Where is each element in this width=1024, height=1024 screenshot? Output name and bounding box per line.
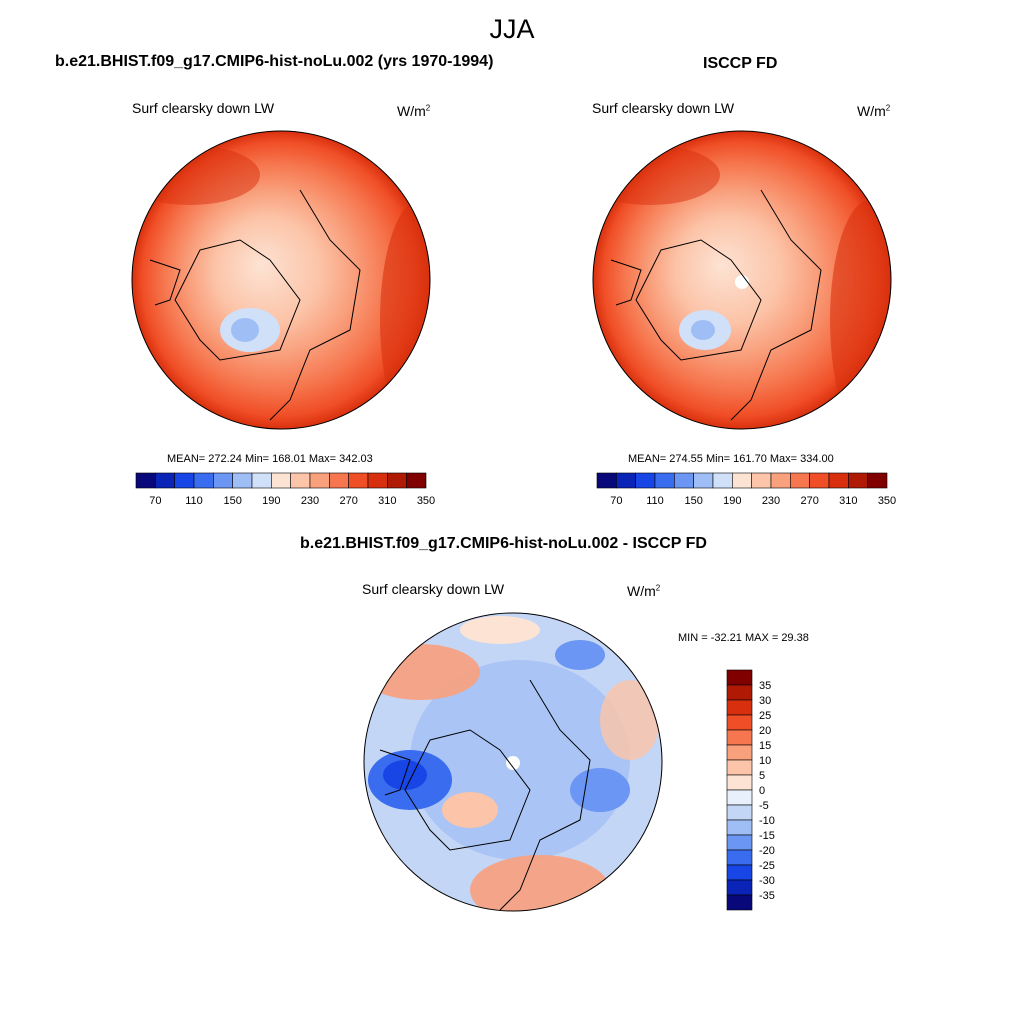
colorbar-tick-label: 70 <box>610 495 622 507</box>
panel3-variable: Surf clearsky down LW <box>362 581 505 597</box>
colorbar-swatch <box>732 472 752 489</box>
colorbar-swatch <box>348 472 369 489</box>
colorbar-swatch <box>596 472 617 489</box>
colorbar-tick-label: 30 <box>759 695 771 707</box>
panel3-units: W/m2 <box>627 583 661 599</box>
colorbar-swatch <box>674 472 694 489</box>
panel1-title: b.e21.BHIST.f09_g17.CMIP6-hist-noLu.002 … <box>55 53 494 70</box>
colorbar-swatch <box>213 472 233 489</box>
colorbar-tick-label: -20 <box>759 845 775 857</box>
colorbar-tick-label: 190 <box>262 495 280 507</box>
colorbar-swatch <box>309 472 330 489</box>
colorbar-tick-label: 230 <box>762 495 780 507</box>
colorbar-swatch <box>387 472 407 489</box>
panel2-units: W/m2 <box>857 103 891 119</box>
colorbar-swatch <box>726 894 753 911</box>
colorbar-swatch <box>271 472 291 489</box>
colorbar-panel1: 70 110 150 190 230 270 310 350 <box>135 472 435 507</box>
colorbar-swatch <box>751 472 772 489</box>
colorbar-swatch <box>726 804 753 821</box>
colorbar-swatch <box>135 472 156 489</box>
colorbar-swatch <box>726 669 753 686</box>
figure-title: JJA <box>489 14 535 44</box>
colorbar-tick-label: -15 <box>759 830 775 842</box>
colorbar-swatch <box>726 684 753 701</box>
colorbar-tick-label: -35 <box>759 890 775 902</box>
panel2-stats: MEAN= 274.55 Min= 161.70 Max= 334.00 <box>628 453 834 465</box>
colorbar-swatch <box>828 472 849 489</box>
colorbar-tick-label: 150 <box>684 495 702 507</box>
colorbar-swatch <box>726 864 753 881</box>
panel3-stats: MIN = -32.21 MAX = 29.38 <box>678 632 809 644</box>
colorbar-swatch <box>726 879 753 896</box>
colorbar-swatch <box>726 759 753 776</box>
panel1-variable: Surf clearsky down LW <box>132 100 275 116</box>
colorbar-tick-label: 310 <box>378 495 396 507</box>
colorbar-tick-label: 350 <box>878 495 896 507</box>
colorbar-swatch <box>770 472 791 489</box>
colorbar-swatch <box>654 472 675 489</box>
colorbar-tick-label: 110 <box>646 495 664 507</box>
colorbar-swatch <box>726 834 753 851</box>
colorbar-swatch <box>790 472 810 489</box>
colorbar-swatch <box>329 472 349 489</box>
colorbar-tick-label: 190 <box>723 495 741 507</box>
colorbar-swatch <box>726 714 753 731</box>
colorbar-swatch <box>193 472 214 489</box>
colorbar-swatch <box>867 472 888 489</box>
colorbar-tick-label: 310 <box>839 495 857 507</box>
colorbar-tick-label: 20 <box>759 725 771 737</box>
colorbar-swatch <box>726 774 753 791</box>
colorbar-tick-label: 110 <box>185 495 203 507</box>
map-panel2 <box>592 130 892 430</box>
colorbar-tick-label: 35 <box>759 680 771 692</box>
colorbar-swatch <box>635 472 656 489</box>
colorbar-swatch <box>616 472 636 489</box>
colorbar-swatch <box>712 472 733 489</box>
colorbar-swatch <box>726 819 753 836</box>
colorbar-swatch <box>367 472 388 489</box>
colorbar-swatch <box>809 472 830 489</box>
colorbar-panel2: 70 110 150 190 230 270 310 350 <box>596 472 896 507</box>
colorbar-swatch <box>726 699 753 716</box>
colorbar-tick-label: -10 <box>759 815 775 827</box>
colorbar-tick-label: -5 <box>759 800 769 812</box>
colorbar-swatch <box>406 472 427 489</box>
colorbar-tick-label: 270 <box>800 495 818 507</box>
colorbar-tick-label: 0 <box>759 785 765 797</box>
colorbar-swatch <box>155 472 175 489</box>
colorbar-swatch <box>726 744 753 761</box>
colorbar-swatch <box>174 472 195 489</box>
panel2-variable: Surf clearsky down LW <box>592 100 735 116</box>
colorbar-tick-label: 270 <box>339 495 357 507</box>
colorbar-swatch <box>251 472 272 489</box>
colorbar-tick-label: -30 <box>759 875 775 887</box>
colorbar-tick-label: 15 <box>759 740 771 752</box>
colorbar-swatch <box>232 472 253 489</box>
panel1-units: W/m2 <box>397 103 431 119</box>
colorbar-tick-label: 10 <box>759 755 771 767</box>
panel2-title: ISCCP FD <box>703 55 778 72</box>
map-panel3 <box>363 612 663 912</box>
colorbar-swatch <box>726 789 753 806</box>
map-panel1 <box>131 130 431 430</box>
colorbar-tick-label: -25 <box>759 860 775 872</box>
colorbar-tick-label: 150 <box>223 495 241 507</box>
colorbar-tick-label: 25 <box>759 710 771 722</box>
colorbar-tick-label: 350 <box>417 495 435 507</box>
panel1-stats: MEAN= 272.24 Min= 168.01 Max= 342.03 <box>167 453 373 465</box>
colorbar-swatch <box>726 849 753 866</box>
colorbar-swatch <box>693 472 714 489</box>
colorbar-tick-label: 5 <box>759 770 765 782</box>
colorbar-swatch <box>726 729 753 746</box>
colorbar-tick-label: 70 <box>149 495 161 507</box>
colorbar-panel3: 35 30 25 20 15 10 5 0 -5 -10 -15 -20 -25 -30 -35 <box>726 669 775 911</box>
colorbar-tick-label: 230 <box>301 495 319 507</box>
colorbar-swatch <box>290 472 311 489</box>
colorbar-swatch <box>848 472 868 489</box>
panel3-title: b.e21.BHIST.f09_g17.CMIP6-hist-noLu.002 … <box>300 535 707 552</box>
